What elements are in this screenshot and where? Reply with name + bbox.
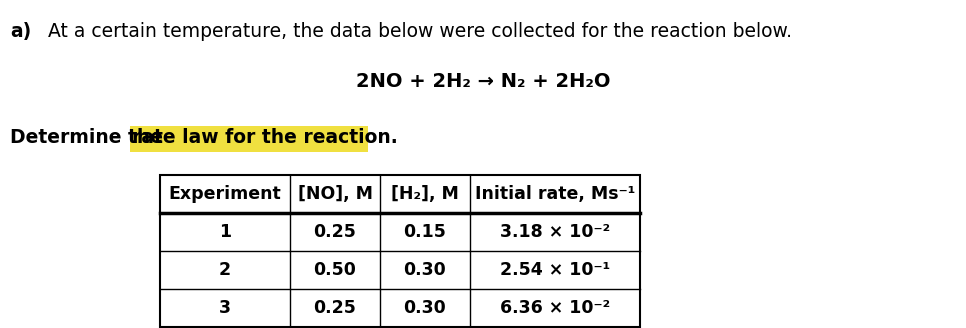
Text: 6.36 × 10⁻²: 6.36 × 10⁻² bbox=[499, 299, 611, 317]
Text: 2NO + 2H₂ → N₂ + 2H₂O: 2NO + 2H₂ → N₂ + 2H₂O bbox=[355, 72, 611, 91]
Text: 0.50: 0.50 bbox=[314, 261, 356, 279]
Text: 1: 1 bbox=[219, 223, 231, 241]
Text: [H₂], M: [H₂], M bbox=[391, 185, 459, 203]
Bar bbox=[130, 126, 368, 152]
Text: Determine the: Determine the bbox=[10, 128, 169, 147]
Text: 2.54 × 10⁻¹: 2.54 × 10⁻¹ bbox=[499, 261, 611, 279]
Bar bbox=[160, 175, 640, 327]
Text: 0.30: 0.30 bbox=[404, 261, 446, 279]
Text: a): a) bbox=[10, 22, 31, 41]
Text: rate law for the reaction.: rate law for the reaction. bbox=[132, 128, 398, 147]
Text: 0.30: 0.30 bbox=[404, 299, 446, 317]
Text: 3: 3 bbox=[219, 299, 231, 317]
Text: 0.15: 0.15 bbox=[404, 223, 446, 241]
Text: [NO], M: [NO], M bbox=[298, 185, 373, 203]
Text: 0.25: 0.25 bbox=[314, 223, 356, 241]
Text: 2: 2 bbox=[219, 261, 231, 279]
Text: Experiment: Experiment bbox=[169, 185, 281, 203]
Text: 3.18 × 10⁻²: 3.18 × 10⁻² bbox=[499, 223, 611, 241]
Text: 0.25: 0.25 bbox=[314, 299, 356, 317]
Text: Initial rate, Ms⁻¹: Initial rate, Ms⁻¹ bbox=[475, 185, 636, 203]
Text: At a certain temperature, the data below were collected for the reaction below.: At a certain temperature, the data below… bbox=[48, 22, 792, 41]
